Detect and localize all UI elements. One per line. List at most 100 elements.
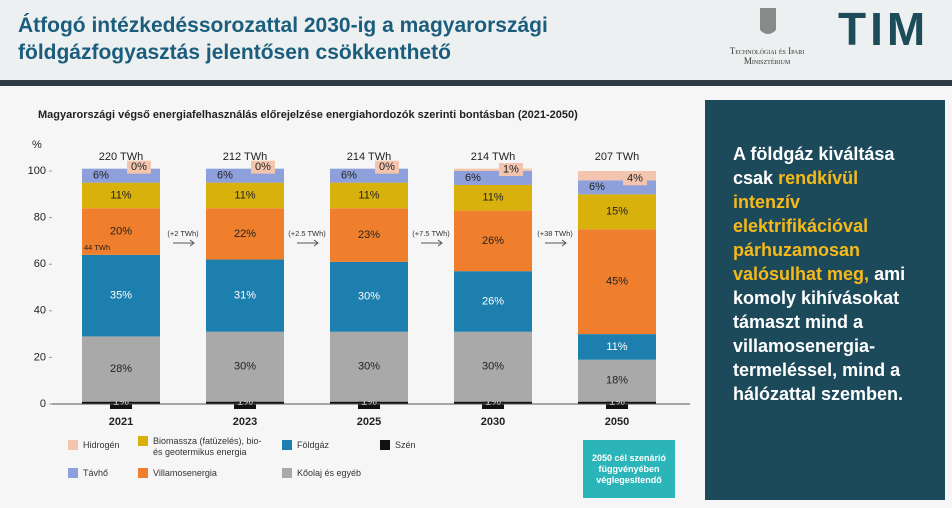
logo: TIM	[838, 3, 930, 55]
value-label: 18%	[606, 375, 628, 387]
panel-part: A földgáz kiváltása csak	[733, 144, 895, 188]
value-label: 30%	[482, 361, 504, 373]
legend-label: Villamosenergia	[153, 468, 217, 478]
value-label: 30%	[358, 291, 380, 303]
legend-swatch	[138, 468, 148, 478]
x-tick-label: 2030	[481, 416, 505, 428]
bar-segment	[454, 210, 532, 272]
value-label: 26%	[482, 235, 504, 247]
message-panel: A földgáz kiváltása csak rendkívül inten…	[705, 100, 945, 500]
badge: 2050 cél szenárió függvényében véglegesí…	[583, 440, 675, 498]
note: 44 TWh	[84, 243, 110, 252]
value-label: 15%	[606, 206, 628, 218]
arrow-head	[313, 239, 319, 247]
label-box	[375, 160, 399, 174]
legend-swatch	[68, 468, 78, 478]
bar-segment	[206, 259, 284, 332]
crest	[760, 8, 776, 34]
arrow-head	[437, 239, 443, 247]
arrow-head	[561, 239, 567, 247]
y-tick-label: 100	[28, 165, 46, 177]
value-label: 30%	[358, 361, 380, 373]
label-box	[251, 160, 275, 174]
legend-label: Kőolaj és egyéb	[297, 468, 362, 478]
header-title: Átfogó intézkedéssorozattal 2030-ig a ma…	[18, 12, 548, 66]
header-band	[0, 0, 952, 80]
bar-segment	[578, 229, 656, 335]
legend-item: Földgáz	[282, 440, 412, 451]
legend-item: Biomassza (fatüzelés), bio- és geotermik…	[138, 436, 268, 458]
value-label: 6%	[217, 170, 233, 182]
value-label: 11%	[358, 189, 379, 201]
increment-label: (+7.5 TWh)	[412, 229, 450, 238]
value-label: 26%	[482, 295, 504, 307]
legend-swatch	[380, 440, 390, 450]
increment-label: (+2 TWh)	[167, 229, 199, 238]
legend-swatch	[282, 440, 292, 450]
bar-segment	[454, 271, 532, 332]
value-label: 28%	[110, 363, 132, 375]
total-label: 212 TWh	[223, 151, 267, 163]
y-tick-label: 20	[34, 351, 46, 363]
bar-segment	[454, 184, 532, 211]
legend-item: Távhő	[68, 468, 198, 479]
legend-label: Földgáz	[297, 440, 330, 450]
legend-label: Biomassza (fatüzelés), bio- és geotermik…	[153, 436, 262, 457]
bar-segment	[82, 336, 160, 402]
value-label: 11%	[606, 341, 627, 353]
value-label: 23%	[358, 229, 380, 241]
bar-segment	[578, 194, 656, 230]
header-rule	[0, 80, 952, 86]
bar-segment	[578, 171, 656, 181]
value-label: 6%	[93, 170, 109, 182]
bar-segment	[206, 182, 284, 209]
bar-segment	[330, 182, 408, 209]
panel-part: ami komoly kihívásokat támaszt mind a vi…	[733, 264, 906, 404]
value-label: 22%	[234, 228, 256, 240]
x-tick-label: 2023	[233, 416, 257, 428]
y-tick-label: 40	[34, 305, 46, 317]
increment-label: (+2.5 TWh)	[288, 229, 326, 238]
legend-item: Szén	[380, 440, 510, 451]
value-label: 0%	[379, 161, 395, 173]
value-label: 0%	[131, 161, 147, 173]
legend-label: Távhő	[83, 468, 109, 478]
bar-segment	[82, 182, 160, 209]
bar-segment	[330, 261, 408, 332]
value-label: 11%	[234, 189, 255, 201]
bar-segment	[330, 331, 408, 402]
value-label: 20%	[110, 225, 132, 237]
value-label: 6%	[589, 181, 605, 193]
total-label: 207 TWh	[595, 151, 639, 163]
legend-item: Kőolaj és egyéb	[282, 468, 412, 479]
value-label: 4%	[627, 173, 643, 185]
y-axis-label: %	[32, 139, 42, 151]
legend-swatch	[68, 440, 78, 450]
ministry-name: Technológiai és Ipari Minisztérium	[712, 46, 822, 66]
bar-segment	[206, 331, 284, 402]
legend-item: Villamosenergia	[138, 468, 268, 479]
legend-item: Hidrogén	[68, 440, 198, 451]
increment-label: (+38 TWh)	[537, 229, 573, 238]
arrow-head	[189, 239, 195, 247]
total-label: 214 TWh	[471, 151, 515, 163]
total-label: 214 TWh	[347, 151, 391, 163]
bar-segment	[82, 208, 160, 255]
value-label: 31%	[234, 290, 256, 302]
bar-segment	[82, 254, 160, 337]
value-label: 11%	[482, 192, 503, 204]
bar-segment	[454, 331, 532, 402]
panel-text: A földgáz kiváltása csak rendkívül inten…	[733, 142, 915, 406]
total-label: 220 TWh	[99, 151, 143, 163]
value-label: 45%	[606, 276, 628, 288]
x-tick-label: 2021	[109, 416, 133, 428]
bar-segment	[206, 208, 284, 260]
value-label: 6%	[465, 172, 481, 184]
title-line: földgázfogyasztás jelentősen csökkenthet…	[18, 41, 451, 64]
title-line: Átfogó intézkedéssorozattal 2030-ig a ma…	[18, 14, 548, 37]
panel-part: rendkívül intenzív elektrifikációval pár…	[733, 168, 870, 284]
value-label: 30%	[234, 361, 256, 373]
y-tick-label: 60	[34, 258, 46, 270]
value-label: 11%	[110, 189, 131, 201]
